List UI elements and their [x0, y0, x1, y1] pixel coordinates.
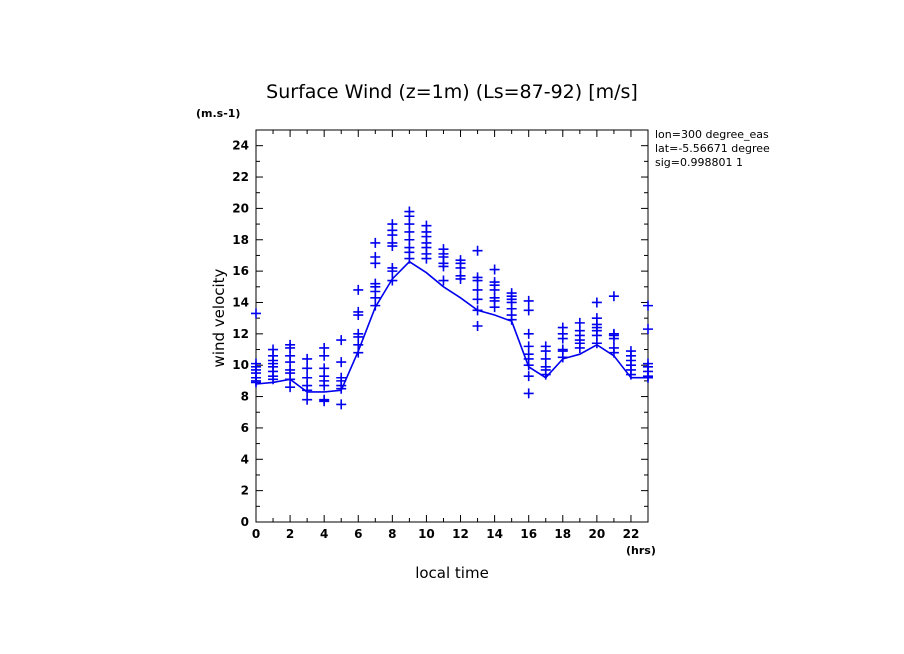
- y-axis-label: wind velocity: [210, 268, 228, 367]
- sample-point: [319, 350, 330, 361]
- sample-point: [302, 394, 313, 405]
- y-tick-label: 8: [241, 390, 249, 404]
- sample-point: [455, 273, 466, 284]
- y-tick-label: 24: [232, 139, 249, 153]
- sample-point: [523, 295, 534, 306]
- y-unit-label: (m.s-1): [196, 107, 240, 120]
- x-tick-label: 10: [418, 527, 435, 541]
- x-tick-label: 12: [452, 527, 469, 541]
- sample-point: [523, 328, 534, 339]
- sample-point: [387, 241, 398, 252]
- sample-point: [319, 380, 330, 391]
- x-tick-label: 14: [486, 527, 503, 541]
- mean-series-line: [255, 260, 648, 393]
- sample-point: [472, 294, 483, 305]
- y-tick-label: 22: [232, 170, 249, 184]
- sample-point: [353, 347, 364, 358]
- sample-point: [489, 264, 500, 275]
- sample-point: [523, 388, 534, 399]
- sample-point: [421, 253, 432, 264]
- sample-point: [370, 300, 381, 311]
- x-tick-label: 22: [623, 527, 640, 541]
- x-axis-label: local time: [415, 564, 489, 582]
- sample-point: [387, 266, 398, 277]
- sample-point: [336, 399, 347, 410]
- sample-point: [523, 360, 534, 371]
- sample-point: [489, 302, 500, 313]
- sample-point: [336, 335, 347, 346]
- sample-point: [643, 300, 653, 311]
- sample-point: [472, 275, 483, 286]
- sample-point: [404, 253, 415, 264]
- sample-point: [353, 310, 364, 321]
- x-unit-label: (hrs): [626, 544, 656, 557]
- sample-point: [591, 297, 602, 308]
- data-layer: [251, 206, 653, 410]
- x-tick-label: 4: [320, 527, 328, 541]
- chart-title: Surface Wind (z=1m) (Ls=87-92) [m/s]: [266, 81, 638, 103]
- sample-point: [557, 352, 568, 363]
- sample-point: [336, 357, 347, 368]
- sample-point: [540, 369, 551, 380]
- sample-point: [523, 371, 534, 382]
- sample-point: [387, 275, 398, 286]
- y-tick-label: 12: [232, 327, 249, 341]
- sample-point: [523, 305, 534, 316]
- sample-point: [472, 245, 483, 256]
- sample-point: [608, 291, 619, 302]
- sample-point: [438, 275, 449, 286]
- info-line-lon: lon=300 degree_eas: [655, 128, 769, 141]
- y-tick-label: 10: [232, 358, 249, 372]
- sample-point: [557, 333, 568, 344]
- x-tick-label: 0: [252, 527, 260, 541]
- y-tick-label: 14: [232, 295, 249, 309]
- sample-point: [302, 363, 313, 374]
- y-tick-label: 18: [232, 233, 249, 247]
- sample-point: [574, 342, 585, 353]
- info-line-sig: sig=0.998801 1: [655, 156, 743, 169]
- sample-point: [438, 261, 449, 272]
- sample-point: [370, 258, 381, 269]
- sample-point: [285, 382, 296, 393]
- sample-point: [370, 237, 381, 248]
- y-tick-label: 16: [232, 264, 249, 278]
- x-tick-label: 18: [554, 527, 571, 541]
- x-tick-label: 16: [520, 527, 537, 541]
- y-tick-label: 6: [241, 421, 249, 435]
- x-tick-label: 20: [589, 527, 606, 541]
- sample-point: [625, 369, 636, 380]
- sample-point: [608, 347, 619, 358]
- sample-point: [251, 377, 261, 388]
- y-tick-label: 20: [232, 201, 249, 215]
- x-tick-label: 8: [388, 527, 396, 541]
- sample-point: [302, 385, 313, 396]
- sample-point: [643, 324, 653, 335]
- sample-point: [472, 321, 483, 331]
- sample-point: [608, 333, 619, 344]
- sample-point: [506, 314, 517, 325]
- y-tick-label: 4: [241, 452, 249, 466]
- y-tick-label: 0: [241, 515, 249, 529]
- sample-point: [353, 284, 364, 295]
- sample-point: [472, 284, 483, 295]
- sample-point: [319, 396, 330, 407]
- sample-point: [302, 353, 313, 364]
- sample-point: [336, 383, 347, 394]
- sample-point: [268, 374, 279, 385]
- info-line-lat: lat=-5.56671 degree: [655, 142, 770, 155]
- sample-point: [591, 338, 602, 349]
- sample-point: [643, 372, 653, 383]
- x-tick-label: 6: [354, 527, 362, 541]
- plot-frame: [255, 129, 649, 523]
- y-tick-label: 2: [241, 484, 249, 498]
- sample-point: [472, 305, 483, 316]
- x-tick-label: 2: [286, 527, 294, 541]
- sample-point: [251, 308, 261, 319]
